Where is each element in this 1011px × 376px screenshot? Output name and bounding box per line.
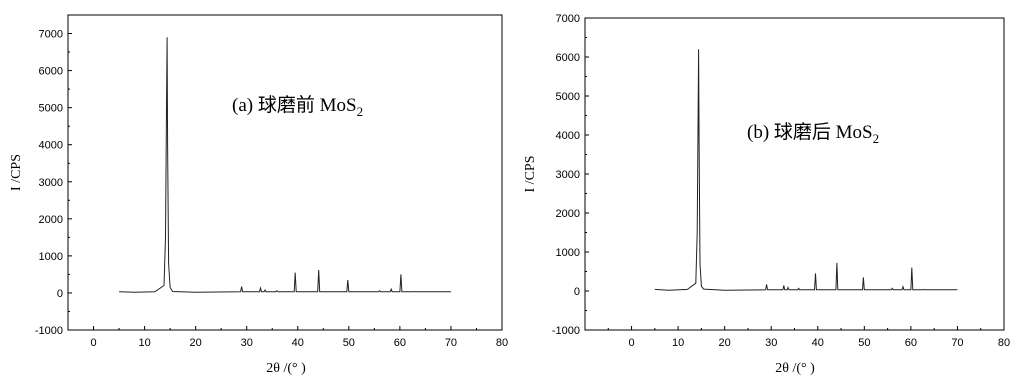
- x-tick-label: 70: [951, 337, 963, 349]
- x-tick-label: 60: [394, 337, 406, 349]
- y-axis-label: I /CPS: [9, 154, 24, 191]
- annotation-subscript: 2: [873, 131, 880, 146]
- y-axis-label: I /CPS: [523, 156, 538, 193]
- x-axis-label: 2θ /(° ): [266, 361, 306, 376]
- y-tick-label: 4000: [39, 140, 63, 152]
- chart-panel-a: -1000 0 1000 2000 3000 4000 5000 6000 7000 0 10 20 3…: [9, 14, 508, 376]
- x-tick-label: 40: [292, 337, 304, 349]
- y-tick-label: 3000: [39, 177, 63, 189]
- y-tick-label: 1000: [39, 251, 63, 263]
- x-tick-label: 70: [445, 337, 457, 349]
- annotation-subscript: 2: [357, 104, 364, 119]
- y-tick-label: -1000: [35, 325, 63, 337]
- plot-frame: [67, 14, 503, 331]
- plot-frame: [584, 17, 1005, 331]
- y-tick-label: 1000: [556, 247, 580, 259]
- x-tick-label: 60: [905, 337, 917, 349]
- y-tick-label: 5000: [556, 91, 580, 103]
- y-tick-label: 7000: [39, 29, 63, 41]
- y-tick-label: 5000: [39, 103, 63, 115]
- xrd-pattern-line: [654, 49, 958, 291]
- panel-annotation: (b) 球磨后 MoS2: [747, 121, 879, 146]
- x-tick-label: 10: [138, 337, 150, 349]
- annotation-text: (a) 球磨前 MoS: [232, 94, 357, 116]
- x-tick-label: 30: [241, 337, 253, 349]
- y-tick-label: 2000: [556, 208, 580, 220]
- x-tick-label: 10: [672, 337, 684, 349]
- x-tick-label: 20: [190, 337, 202, 349]
- y-tick-label: 3000: [556, 169, 580, 181]
- panel-annotation: (a) 球磨前 MoS2: [232, 94, 363, 119]
- x-tick-label: 0: [628, 337, 634, 349]
- y-tick-label: 6000: [39, 66, 63, 78]
- y-tick-label: 0: [574, 286, 580, 298]
- x-tick-label: 40: [812, 337, 824, 349]
- x-tick-label: 20: [719, 337, 731, 349]
- y-tick-label: 6000: [556, 52, 580, 64]
- x-tick-label: 80: [998, 337, 1010, 349]
- x-tick-label: 50: [343, 337, 355, 349]
- y-tick-label: 0: [57, 288, 63, 300]
- y-tick-label: 4000: [556, 130, 580, 142]
- x-tick-label: 30: [765, 337, 777, 349]
- xrd-pattern-line: [119, 37, 451, 293]
- x-tick-label: 80: [496, 337, 508, 349]
- annotation-text: (b) 球磨后 MoS: [747, 121, 873, 143]
- x-tick-label: 50: [858, 337, 870, 349]
- y-tick-label: -1000: [552, 325, 580, 337]
- x-axis-label: 2θ /(° ): [775, 361, 815, 376]
- y-tick-label: 2000: [39, 214, 63, 226]
- x-tick-label: 0: [90, 337, 96, 349]
- y-tick-label: 7000: [556, 13, 580, 25]
- chart-panel-b: -1000 0 1000 2000 3000 4000 5000 6000 7000 0 10 20 3…: [523, 13, 1010, 376]
